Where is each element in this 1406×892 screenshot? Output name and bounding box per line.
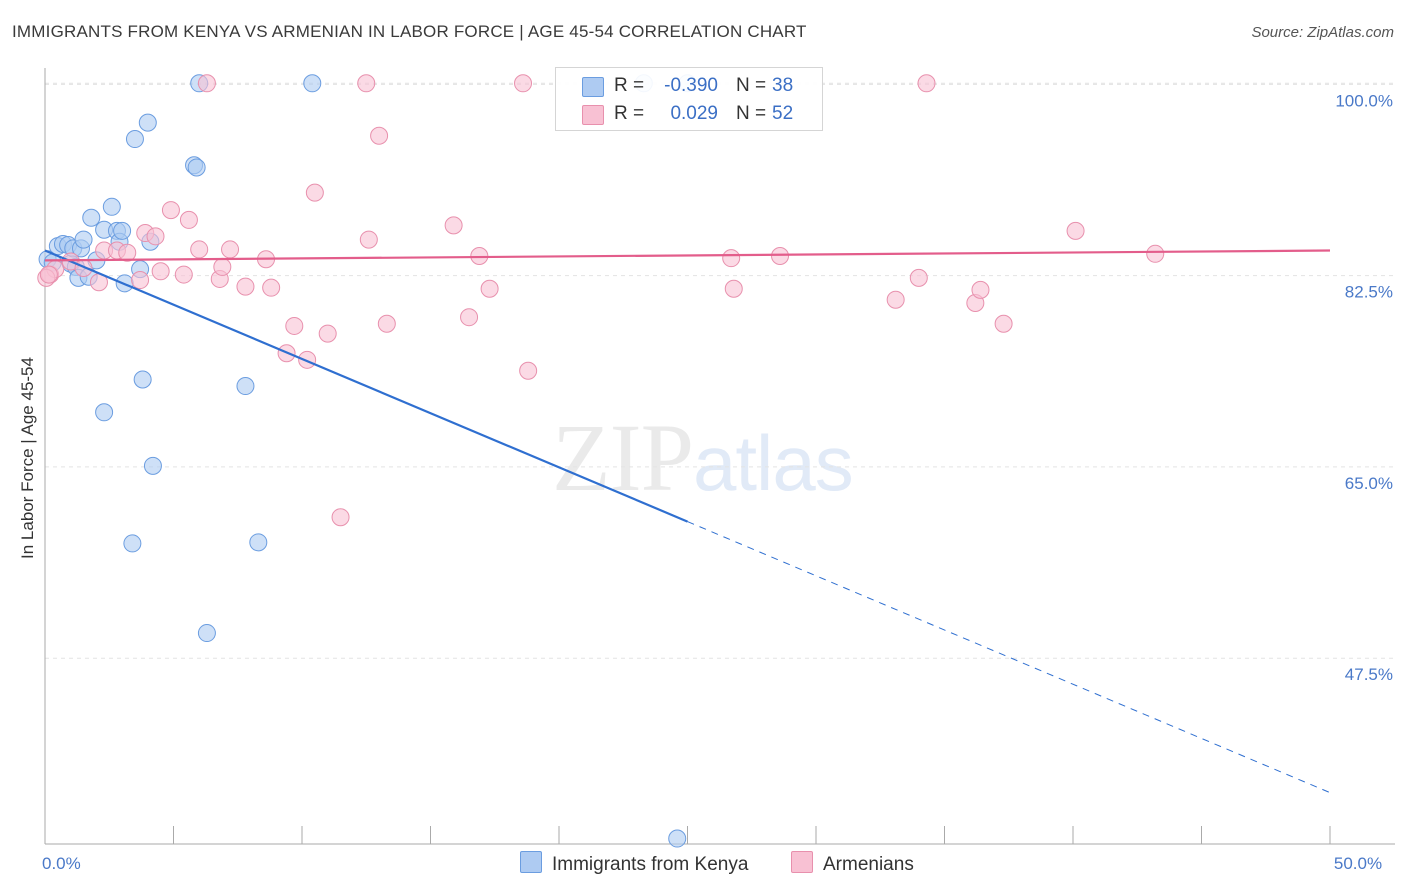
y-tick-label: 82.5% [1345, 283, 1393, 302]
x-tick-label: 50.0% [1334, 854, 1382, 873]
series-swatch-armenians [791, 851, 813, 873]
armenian-point [1066, 221, 1085, 240]
armenian-point [179, 210, 198, 229]
y-tick-label: 65.0% [1345, 474, 1393, 493]
y-tick-label: 47.5% [1345, 665, 1393, 684]
kenya-point [125, 130, 144, 149]
armenian-point [298, 350, 317, 369]
armenian-point [318, 324, 337, 343]
kenya-point [133, 370, 152, 389]
legend-n-value-armenians: 52 [772, 103, 794, 124]
armenian-point [359, 230, 378, 249]
armenian-point [221, 240, 240, 259]
series-legend-kenya[interactable]: Immigrants from Kenya [520, 851, 748, 876]
armenian-point [771, 246, 790, 265]
armenian-point [994, 314, 1013, 333]
legend-row-armenians: R = 0.029 N = 52 [556, 100, 822, 128]
armenian-point [370, 126, 389, 145]
armenian-point [331, 508, 350, 527]
kenya-trend-line [44, 249, 688, 523]
legend-swatch-kenya [582, 77, 604, 97]
armenian-point [377, 314, 396, 333]
correlation-legend: R = -0.390 N = 38 R = 0.029 N = 52 [555, 67, 823, 131]
kenya-point [82, 208, 101, 227]
armenian-point [39, 265, 58, 284]
kenya-point [95, 403, 114, 422]
kenya-point [102, 197, 121, 216]
series-name-kenya: Immigrants from Kenya [552, 854, 749, 875]
armenian-point [197, 74, 216, 93]
armenian-point [724, 279, 743, 298]
armenian-point [118, 243, 137, 262]
armenian-point [514, 74, 533, 93]
armenian-point [236, 277, 255, 296]
kenya-trend-extension [687, 521, 1331, 794]
series-swatch-kenya [520, 851, 542, 873]
kenya-point [74, 230, 93, 249]
armenian-point [161, 201, 180, 220]
armenian-point [444, 216, 463, 235]
watermark-zip: ZIP [552, 404, 694, 511]
armenian-point [174, 265, 193, 284]
legend-r-label: R = [614, 103, 645, 124]
armenian-point [909, 268, 928, 287]
armenian-point [519, 361, 538, 380]
armenian-point [357, 74, 376, 93]
legend-n-label: N = [736, 103, 767, 124]
legend-row-kenya: R = -0.390 N = 38 [556, 72, 822, 100]
armenian-point [480, 279, 499, 298]
legend-swatch-armenians [582, 105, 604, 125]
legend-n-value-kenya: 38 [772, 75, 794, 96]
kenya-point [138, 113, 157, 132]
x-tick-label: 0.0% [42, 854, 81, 873]
legend-r-label: R = [614, 75, 645, 96]
kenya-point [197, 624, 216, 643]
legend-r-value-armenians: 0.029 [670, 103, 718, 124]
legend-n-label: N = [736, 75, 767, 96]
armenian-point [305, 183, 324, 202]
kenya-point [143, 456, 162, 475]
armenian-point [285, 316, 304, 335]
kenya-point [249, 533, 268, 552]
kenya-point [236, 377, 255, 396]
legend-r-value-kenya: -0.390 [664, 75, 718, 96]
armenian-point [460, 308, 479, 327]
armenian-point [917, 74, 936, 93]
watermark: ZIPatlas [552, 402, 854, 513]
kenya-point [113, 221, 132, 240]
chart-title: IMMIGRANTS FROM KENYA VS ARMENIAN IN LAB… [12, 22, 807, 41]
armenian-point [1146, 244, 1165, 263]
armenian-point [190, 240, 209, 259]
kenya-point [668, 829, 687, 848]
armenian-point [146, 227, 165, 246]
kenya-point [123, 534, 142, 553]
armenian-trend-line [44, 249, 1331, 262]
armenian-point [131, 271, 150, 290]
source-label: Source: ZipAtlas.com [1251, 24, 1394, 41]
armenian-point [262, 278, 281, 297]
series-name-armenians: Armenians [823, 854, 914, 875]
armenian-point [213, 257, 232, 276]
armenian-point [74, 259, 93, 278]
armenian-point [722, 249, 741, 268]
armenian-point [151, 262, 170, 281]
kenya-point [187, 158, 206, 177]
armenian-point [886, 290, 905, 309]
watermark-atlas: atlas [693, 419, 854, 507]
armenian-point [971, 280, 990, 299]
y-tick-label: 100.0% [1335, 91, 1393, 110]
kenya-point [303, 74, 322, 93]
series-legend-armenians[interactable]: Armenians [791, 851, 914, 876]
